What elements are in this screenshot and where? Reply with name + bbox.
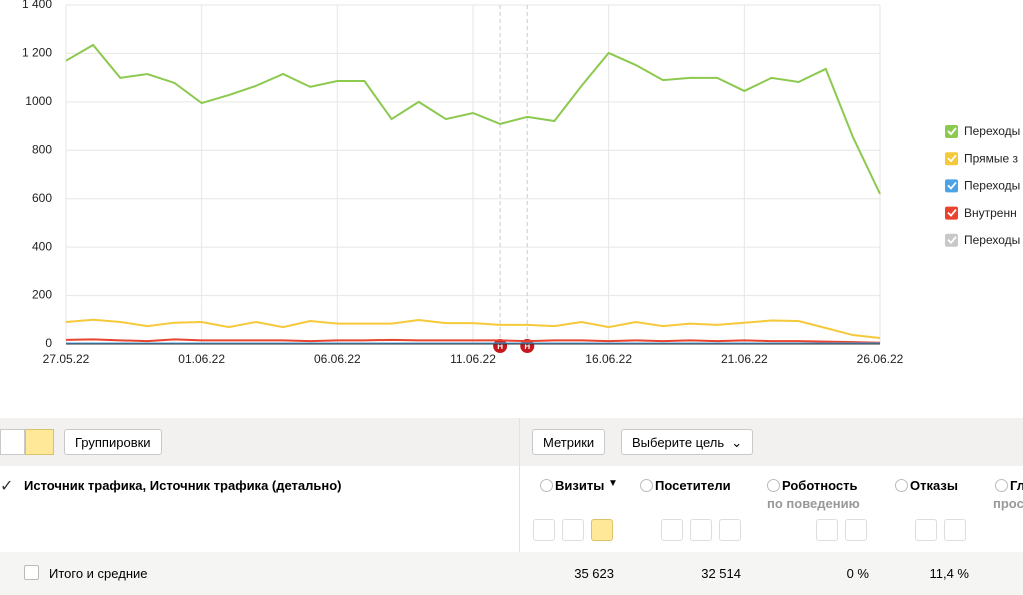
y-tick-label: 0 <box>45 336 52 350</box>
series-line <box>65 43 881 195</box>
total-value: 32 514 <box>701 566 741 581</box>
view-icon <box>719 519 741 541</box>
legend-checkbox <box>945 125 958 138</box>
y-tick-label: 400 <box>32 239 52 253</box>
x-tick-label: 01.06.22 <box>178 352 225 366</box>
total-value: 0 % <box>846 566 869 581</box>
legend-label: Внутренн <box>964 206 1017 220</box>
groupings-button[interactable]: Группировки <box>64 429 162 455</box>
view-icon <box>690 519 712 541</box>
total-value: 11,4 % <box>929 566 969 581</box>
holiday-marker-label: Н <box>497 342 503 351</box>
legend-label: Переходы <box>964 124 1020 138</box>
help-icon <box>640 479 653 492</box>
y-tick-label: 800 <box>32 142 52 156</box>
totals-row <box>0 552 1023 595</box>
list-view-button[interactable] <box>0 429 25 455</box>
column-header: Посетители <box>655 478 731 493</box>
column-header: Визиты <box>555 478 605 493</box>
y-tick-label: 600 <box>32 191 52 205</box>
goal-button[interactable]: Выберите цель ⌄ <box>621 429 754 455</box>
tree-view-button[interactable] <box>25 429 54 455</box>
y-tick-label: 1000 <box>25 94 52 108</box>
total-value: 35 623 <box>574 566 614 581</box>
column-subheader: прос <box>993 496 1023 511</box>
x-tick-label: 27.05.22 <box>43 352 90 366</box>
help-icon <box>895 479 908 492</box>
holiday-marker <box>493 339 508 353</box>
legend-check <box>947 127 957 136</box>
y-tick-label: 1 400 <box>22 0 52 11</box>
y-tick-label: 1 200 <box>22 46 52 60</box>
y-tick-label: 200 <box>32 288 52 302</box>
legend-check <box>947 209 957 217</box>
checkbox[interactable]: ✓ <box>0 478 14 495</box>
legend-checkbox <box>945 206 958 220</box>
help-icon <box>767 479 780 492</box>
legend-check <box>947 154 957 163</box>
chevron: ⌄ <box>731 435 743 450</box>
x-tick-label: 11.06.22 <box>450 352 496 366</box>
legend-check <box>947 181 957 190</box>
column-header: Роботность <box>782 478 858 493</box>
toolbar <box>0 418 1023 466</box>
metrics-button[interactable]: Метрики <box>532 429 606 455</box>
series-line <box>65 338 881 344</box>
dimension-header: Источник трафика, Источник трафика (дета… <box>24 478 342 493</box>
row-checkbox[interactable] <box>24 565 39 580</box>
series-line <box>65 318 881 339</box>
legend-checkbox <box>945 179 958 193</box>
legend-checkbox <box>945 233 958 247</box>
view-icon <box>533 519 555 541</box>
column-subheader: по поведению <box>767 496 860 511</box>
help-icon <box>540 479 553 492</box>
goal-label: Выберите цель <box>632 435 725 450</box>
x-tick-label: 26.06.22 <box>857 352 904 366</box>
view-icon <box>816 519 838 541</box>
help-icon <box>995 479 1008 492</box>
view-icon <box>845 519 867 541</box>
legend-check <box>947 236 957 245</box>
sort-indicator: ▼ <box>608 478 618 489</box>
legend-label: Прямые з <box>964 151 1019 165</box>
holiday-marker-label: Н <box>524 342 530 351</box>
view-icon <box>661 519 683 541</box>
totals-label: Итого и средние <box>49 566 148 581</box>
x-tick-label: 16.06.22 <box>585 352 632 366</box>
chart: 0 200 400 600 800 1000 1 200 1 400 27.05.22 01.06… <box>22 0 1020 366</box>
legend-label: Переходы <box>964 233 1020 247</box>
column-header: Отказы <box>910 478 958 493</box>
view-icon <box>562 519 584 541</box>
x-tick-label: 06.06.22 <box>314 352 361 366</box>
legend-label: Переходы <box>964 179 1020 193</box>
holiday-marker <box>520 339 535 353</box>
divider <box>519 418 520 595</box>
x-tick-label: 21.06.22 <box>721 352 768 366</box>
column-header: Гл <box>1010 478 1023 493</box>
view-icon <box>591 519 613 541</box>
view-icon <box>915 519 937 541</box>
legend-checkbox <box>945 152 958 166</box>
view-icon <box>944 519 966 541</box>
